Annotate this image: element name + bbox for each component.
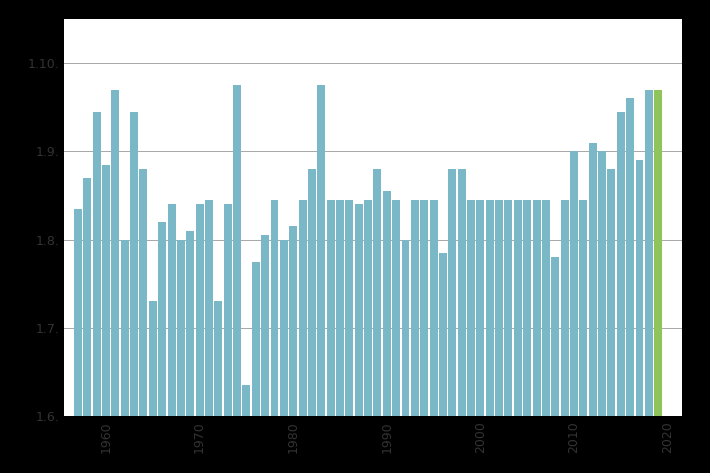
Bar xyxy=(383,191,390,416)
Bar xyxy=(570,151,578,416)
Bar xyxy=(635,160,643,416)
Bar xyxy=(495,200,503,416)
Bar xyxy=(327,200,334,416)
Bar xyxy=(102,165,110,416)
Bar xyxy=(242,385,251,416)
Bar xyxy=(186,231,195,416)
Bar xyxy=(579,200,587,416)
Bar xyxy=(261,235,269,416)
Bar xyxy=(654,89,662,416)
Bar xyxy=(299,200,307,416)
Bar xyxy=(345,200,354,416)
Bar xyxy=(402,240,410,416)
Bar xyxy=(205,200,213,416)
Bar xyxy=(626,98,634,416)
Bar xyxy=(458,169,466,416)
Bar xyxy=(149,301,157,416)
Bar xyxy=(589,142,596,416)
Bar xyxy=(121,240,129,416)
Bar xyxy=(317,85,325,416)
Bar xyxy=(608,169,616,416)
Bar xyxy=(467,200,475,416)
Bar xyxy=(233,85,241,416)
Bar xyxy=(139,169,148,416)
Bar xyxy=(430,200,437,416)
Bar xyxy=(411,200,419,416)
Bar xyxy=(355,204,363,416)
Bar xyxy=(308,169,316,416)
Bar xyxy=(617,112,625,416)
Bar xyxy=(645,89,652,416)
Bar xyxy=(252,262,260,416)
Bar xyxy=(336,200,344,416)
Bar xyxy=(168,204,175,416)
Bar xyxy=(289,227,297,416)
Bar xyxy=(551,257,559,416)
Bar xyxy=(364,200,372,416)
Bar xyxy=(439,253,447,416)
Bar xyxy=(476,200,484,416)
Bar xyxy=(83,178,92,416)
Bar xyxy=(532,200,540,416)
Bar xyxy=(561,200,569,416)
Bar xyxy=(486,200,493,416)
Bar xyxy=(130,112,138,416)
Bar xyxy=(224,204,231,416)
Bar xyxy=(74,209,82,416)
Bar xyxy=(598,151,606,416)
Bar xyxy=(177,240,185,416)
Bar xyxy=(196,204,204,416)
Bar xyxy=(111,89,119,416)
Bar xyxy=(214,301,222,416)
Bar xyxy=(542,200,550,416)
Bar xyxy=(373,169,381,416)
Bar xyxy=(271,200,278,416)
Bar xyxy=(93,112,101,416)
Bar xyxy=(505,200,513,416)
Bar xyxy=(514,200,522,416)
Bar xyxy=(523,200,531,416)
Bar xyxy=(448,169,457,416)
Bar xyxy=(280,240,288,416)
Bar xyxy=(158,222,166,416)
Bar xyxy=(392,200,400,416)
Bar xyxy=(420,200,428,416)
